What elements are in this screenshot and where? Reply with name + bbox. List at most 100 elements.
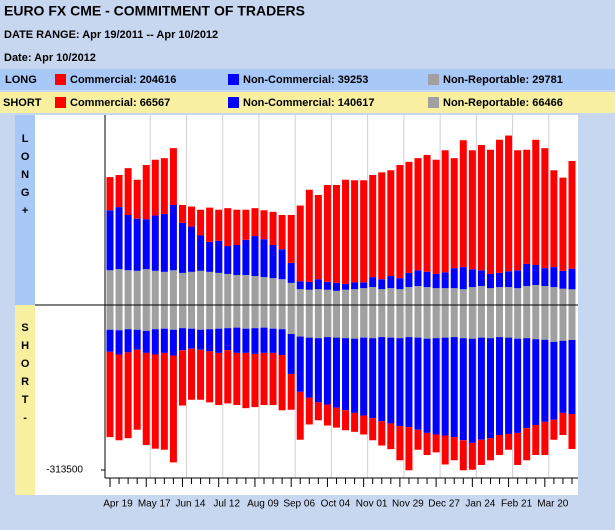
bar-segment: [115, 330, 123, 355]
bar-segment: [233, 352, 241, 405]
bar-segment: [188, 226, 196, 272]
bar-segment: [387, 305, 395, 338]
bar-segment: [305, 281, 313, 290]
bar-segment: [305, 289, 313, 305]
bar-segment: [178, 305, 186, 329]
bar-segment: [432, 338, 440, 435]
bar-segment: [233, 327, 241, 353]
bar-segment: [423, 287, 431, 305]
bar-segment: [260, 327, 268, 353]
bar-segment: [278, 329, 286, 355]
bar-segment: [360, 180, 368, 283]
bar-segment: [314, 289, 322, 305]
bar-segment: [414, 286, 422, 305]
x-tick-label: Aug 09: [247, 499, 279, 510]
bar-segment: [387, 337, 395, 424]
bar-segment: [314, 195, 322, 280]
bar-segment: [251, 208, 259, 237]
bar-segment: [124, 168, 132, 215]
legend-label: Non-Commercial: 39253: [243, 74, 368, 86]
bar-segment: [296, 305, 304, 337]
bar-segment: [369, 305, 377, 339]
bar-segment: [414, 305, 422, 338]
bar-segment: [541, 286, 549, 305]
bar-segment: [260, 277, 268, 305]
bar-segment: [523, 263, 531, 287]
bar-segment: [178, 222, 186, 273]
bar-segment: [233, 305, 241, 328]
bar-segment: [287, 305, 295, 334]
bar-segment: [188, 305, 196, 329]
bar-segment: [459, 267, 467, 290]
bar-segment: [505, 305, 513, 338]
bar-segment: [133, 270, 141, 305]
bar-segment: [541, 268, 549, 287]
x-tick-label: Jun 14: [175, 499, 205, 510]
bar-segment: [423, 155, 431, 272]
bar-segment: [505, 271, 513, 288]
bar-segment: [296, 336, 304, 392]
y-tick-label: -313500: [46, 465, 83, 476]
x-tick-label: Feb 21: [501, 499, 533, 510]
bar-segment: [405, 272, 413, 288]
bar-segment: [206, 271, 214, 305]
bar-segment: [559, 270, 567, 289]
bar-segment: [405, 161, 413, 273]
bar-segment: [496, 139, 504, 273]
bar-segment: [450, 268, 458, 289]
legend-swatch: [228, 74, 239, 85]
bar-segment: [387, 170, 395, 277]
bar-segment: [441, 435, 449, 465]
bar-segment: [224, 208, 232, 247]
bar-segment: [477, 305, 485, 338]
bar-segment: [124, 352, 132, 439]
bar-segment: [323, 185, 331, 282]
bar-segment: [496, 305, 504, 338]
bar-segment: [197, 235, 205, 271]
bar-segment: [287, 215, 295, 263]
bar-segment: [215, 352, 223, 405]
bar-segment: [496, 337, 504, 435]
bar-segment: [468, 442, 476, 470]
bar-segment: [332, 407, 340, 428]
bar-segment: [332, 282, 340, 291]
bar-segment: [514, 270, 522, 289]
bar-segment: [178, 272, 186, 305]
bar-segment: [414, 337, 422, 430]
bar-segment: [305, 305, 313, 338]
bar-segment: [360, 337, 368, 416]
bar-segment: [459, 305, 467, 339]
bar-segment: [269, 278, 277, 305]
bar-segment: [251, 305, 259, 329]
bar-segment: [169, 148, 177, 205]
bar-segment: [242, 209, 250, 240]
bar-segment: [378, 421, 386, 446]
bar-segment: [151, 159, 159, 216]
bar-segment: [278, 279, 286, 305]
x-tick-label: Apr 19: [103, 499, 133, 510]
bar-segment: [215, 240, 223, 273]
bar-segment: [142, 165, 150, 220]
bar-segment: [151, 305, 159, 330]
bar-segment: [496, 272, 504, 288]
bar-segment: [360, 305, 368, 338]
bar-segment: [106, 329, 114, 352]
bar-segment: [314, 305, 322, 339]
bar-segment: [486, 288, 494, 305]
bar-segment: [441, 150, 449, 273]
bar-segment: [269, 305, 277, 329]
bar-segment: [260, 239, 268, 278]
bar-segment: [233, 209, 241, 245]
bar-segment: [351, 338, 359, 413]
chart-title: EURO FX CME - COMMITMENT OF TRADERS: [4, 3, 305, 19]
bar-segment: [477, 286, 485, 305]
bar-segment: [568, 289, 576, 305]
x-tick-label: Mar 20: [537, 499, 569, 510]
bar-segment: [414, 158, 422, 271]
bar-segment: [206, 351, 214, 403]
date: Date: Apr 10/2012: [4, 52, 96, 64]
bar-segment: [287, 262, 295, 283]
long-side-panel: [15, 115, 35, 305]
bar-segment: [197, 349, 205, 400]
bar-segment: [405, 305, 413, 338]
